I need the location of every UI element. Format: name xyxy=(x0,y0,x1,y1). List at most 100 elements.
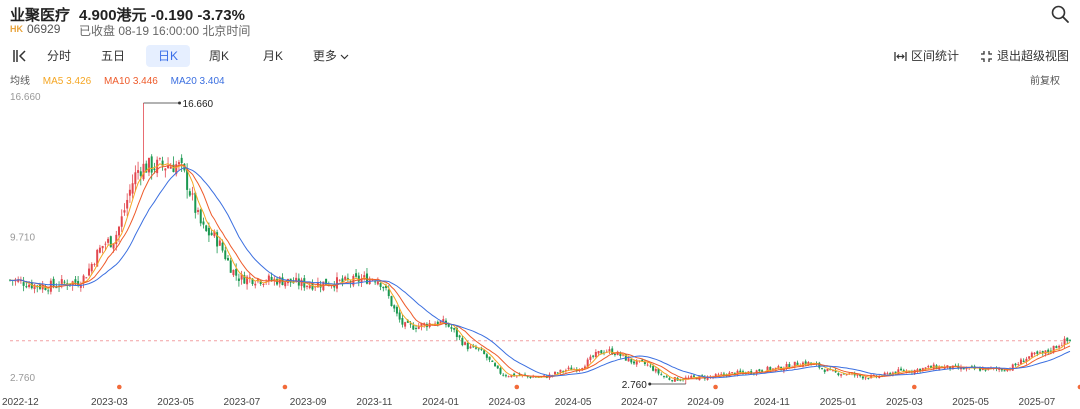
candle-body xyxy=(376,281,379,285)
candle-body xyxy=(145,163,148,173)
ma20-line xyxy=(9,167,1071,379)
candle-body xyxy=(861,376,864,379)
candle-body xyxy=(597,351,600,354)
candle-body xyxy=(583,366,586,369)
candle-body xyxy=(447,323,450,327)
candle-body xyxy=(352,275,355,286)
candle-body xyxy=(371,279,374,281)
tab-more-label: 更多 xyxy=(312,49,337,63)
candle-body xyxy=(627,358,630,362)
candle-body xyxy=(900,368,903,371)
exit-fullscreen-icon xyxy=(981,51,992,63)
tab-monthly-k[interactable]: 月K xyxy=(262,49,283,63)
exit-ultra-view-label: 退出超级视图 xyxy=(997,49,1070,63)
y-tick-label: 9.710 xyxy=(10,233,35,244)
search-icon[interactable] xyxy=(1050,4,1070,24)
candle-body xyxy=(916,369,919,372)
candle-body xyxy=(472,346,475,348)
candle-body xyxy=(33,284,36,290)
candle-body xyxy=(1000,368,1003,371)
candle-body xyxy=(600,350,603,354)
candle-body xyxy=(951,365,954,370)
event-marker xyxy=(912,384,917,390)
x-tick-label: 2025-07 xyxy=(1019,397,1056,408)
candle-body xyxy=(613,354,616,355)
price-change: 4.900港元 -0.190 -3.73% xyxy=(79,7,245,24)
exit-ultra-view-button[interactable]: 退出超级视图 xyxy=(980,45,1069,67)
x-tick-label: 2023-07 xyxy=(224,397,261,408)
tab-weekly-k[interactable]: 周K xyxy=(208,49,229,63)
x-tick-label: 2023-03 xyxy=(91,397,128,408)
candle-body xyxy=(442,319,445,323)
price-adjust-toggle[interactable]: 前复权 xyxy=(1030,76,1060,87)
candle-body xyxy=(1019,359,1022,365)
candle-body xyxy=(96,249,99,267)
candle-body xyxy=(450,327,453,329)
candle-body xyxy=(199,209,202,224)
low-annotation-dot xyxy=(648,382,652,386)
stock-header: 业聚医疗 4.900港元 -0.190 -3.73% HK 06929 已收盘 … xyxy=(10,2,1070,38)
candle-body xyxy=(867,378,870,380)
candle-body xyxy=(494,363,497,367)
candle-body xyxy=(518,374,521,376)
candle-body xyxy=(270,276,273,281)
candle-body xyxy=(341,278,344,283)
candle-body xyxy=(692,375,695,377)
candle-body xyxy=(1063,338,1066,345)
x-tick-label: 2024-11 xyxy=(754,397,790,408)
candle-body xyxy=(85,277,88,279)
candle-body xyxy=(581,368,584,370)
candle-body xyxy=(52,278,55,286)
candle-body xyxy=(529,376,532,378)
candle-body xyxy=(480,349,483,351)
ma10-line xyxy=(9,164,1071,380)
candle-body xyxy=(769,367,772,371)
range-stats-button[interactable]: 区间统计 xyxy=(894,45,959,67)
candle-body xyxy=(404,322,407,327)
candle-body xyxy=(1039,352,1042,354)
candle-body xyxy=(608,349,611,352)
tab-daily-k[interactable]: 日K xyxy=(146,45,190,67)
candle-body xyxy=(77,280,80,286)
event-marker xyxy=(713,384,718,390)
candle-body xyxy=(742,371,745,373)
candle-body xyxy=(360,278,363,283)
candle-body xyxy=(619,353,622,357)
candle-body xyxy=(739,370,742,373)
collapse-panel-icon[interactable] xyxy=(12,48,28,64)
ma10-value: MA10 3.446 xyxy=(103,76,158,87)
candle-body xyxy=(586,359,589,368)
candle-body xyxy=(567,367,570,370)
candle-body xyxy=(308,285,311,289)
candle-body xyxy=(395,306,398,314)
x-tick-label: 2025-05 xyxy=(952,397,989,408)
candle-body xyxy=(731,372,734,373)
candle-body xyxy=(1055,346,1058,349)
candle-body xyxy=(355,273,358,277)
tab-more[interactable]: 更多 xyxy=(308,45,354,67)
candle-body xyxy=(390,296,393,307)
candle-body xyxy=(831,370,834,372)
candle-body xyxy=(1047,349,1050,352)
stock-name: 业聚医疗 xyxy=(10,7,71,24)
x-tick-label: 2025-01 xyxy=(820,397,857,408)
candle-body xyxy=(295,277,298,282)
candle-body xyxy=(1052,345,1055,353)
candle-body xyxy=(714,374,717,377)
candle-body xyxy=(810,362,813,364)
candle-body xyxy=(924,367,927,370)
candle-body xyxy=(766,366,769,372)
tab-five-day[interactable]: 五日 xyxy=(100,49,125,63)
candle-body xyxy=(175,164,178,175)
candle-body xyxy=(474,347,477,349)
candle-body xyxy=(930,366,933,368)
candle-body xyxy=(1022,360,1025,363)
candle-body xyxy=(477,348,480,350)
candlestick-chart[interactable]: 16.660 2.760 16.660 9.710 2.760 2022-12 2023-… xyxy=(0,90,1080,409)
candle-body xyxy=(25,286,28,288)
candle-body xyxy=(120,216,123,227)
tab-intraday[interactable]: 分时 xyxy=(46,49,71,63)
candle-body xyxy=(335,277,338,289)
candle-body xyxy=(643,361,646,364)
candle-body xyxy=(188,191,191,196)
